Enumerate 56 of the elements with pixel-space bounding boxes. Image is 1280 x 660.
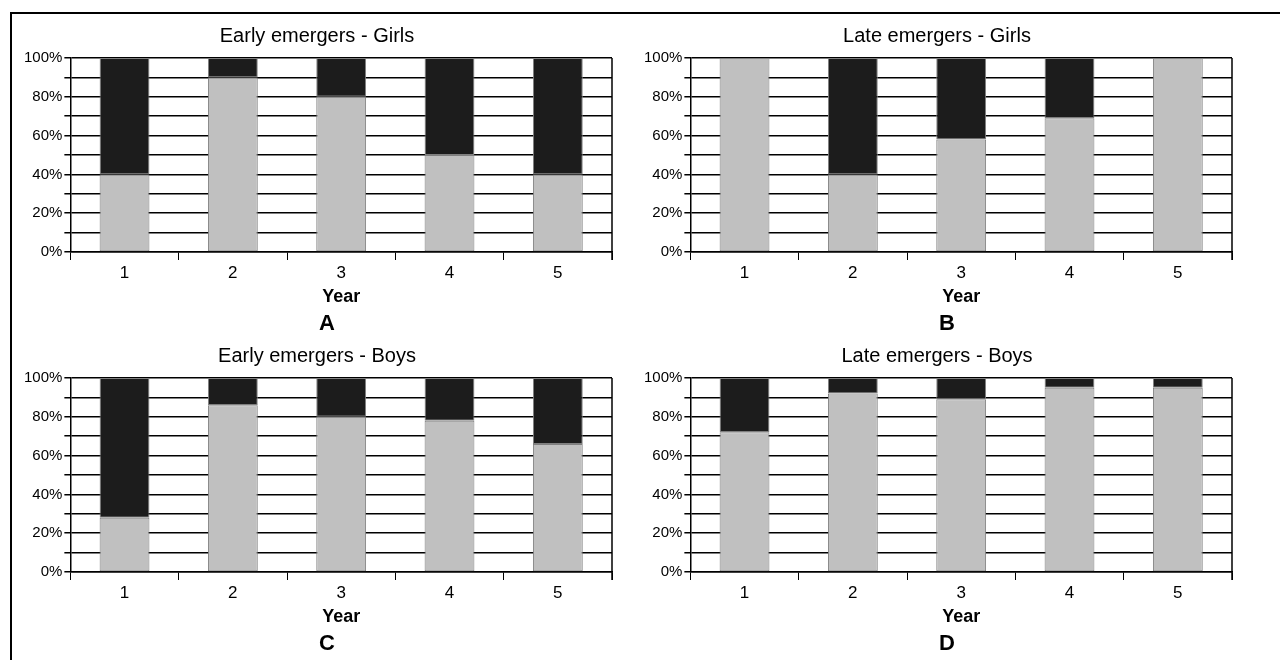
y-tick-label: 20%: [32, 523, 63, 541]
x-tick-label: 1: [119, 582, 130, 602]
y-tick-label: 20%: [652, 203, 683, 221]
x-tick-label: 4: [1064, 262, 1075, 282]
x-tick-label: 1: [739, 582, 750, 602]
chart-title: Early emergers - Boys: [218, 343, 416, 366]
x-tick-label: 4: [444, 262, 455, 282]
x-tick-label: 5: [1173, 262, 1183, 282]
x-tick-label: 4: [444, 582, 455, 602]
y-tick-label: 100%: [643, 48, 683, 66]
x-tick-label: 5: [553, 262, 563, 282]
chart-title: Late emergers - Girls: [843, 23, 1031, 46]
text: B: [938, 310, 956, 336]
x-tick-label: 5: [553, 582, 563, 602]
chart-title: Late emergers - Boys: [841, 343, 1033, 366]
y-tick-label: 80%: [32, 86, 63, 104]
x-axis-title: Year: [942, 606, 981, 627]
y-tick-label: 40%: [32, 164, 63, 182]
x-tick-label: 2: [848, 262, 858, 282]
y-tick-label: 40%: [652, 164, 683, 182]
y-tick-label: 60%: [652, 445, 683, 463]
y-tick-label: 80%: [652, 86, 683, 104]
x-tick-label: 1: [119, 262, 130, 282]
y-tick-label: 0%: [660, 242, 683, 260]
x-tick-label: 1: [739, 262, 750, 282]
y-tick-label: 80%: [32, 406, 63, 424]
y-tick-label: 60%: [32, 125, 63, 143]
x-tick-label: 3: [956, 582, 966, 602]
x-tick-label: 3: [336, 582, 346, 602]
x-tick-label: 2: [228, 262, 238, 282]
x-axis-title: Year: [942, 286, 981, 307]
x-tick-label: 3: [336, 262, 346, 282]
y-tick-label: 20%: [32, 203, 63, 221]
x-tick-label: 5: [1173, 582, 1183, 602]
x-tick-label: 2: [848, 582, 858, 602]
y-tick-label: 0%: [660, 562, 683, 580]
x-tick-label: 2: [228, 582, 238, 602]
x-axis-title: Year: [322, 286, 361, 307]
y-tick-label: 40%: [652, 484, 683, 502]
y-tick-label: 0%: [40, 562, 63, 580]
x-tick-label: 4: [1064, 582, 1075, 602]
y-tick-label: 60%: [32, 445, 63, 463]
x-tick-label: 3: [956, 262, 966, 282]
y-tick-label: 40%: [32, 484, 63, 502]
y-tick-label: 100%: [23, 368, 63, 386]
y-tick-label: 20%: [652, 523, 683, 541]
y-tick-label: 100%: [23, 48, 63, 66]
text: A: [318, 310, 336, 336]
text: C: [318, 630, 336, 656]
y-tick-label: 0%: [40, 242, 63, 260]
chart-title: Early emergers - Girls: [219, 23, 415, 46]
y-tick-label: 100%: [643, 368, 683, 386]
x-axis-title: Year: [322, 606, 361, 627]
y-tick-label: 80%: [652, 406, 683, 424]
y-tick-label: 60%: [652, 125, 683, 143]
text: D: [938, 630, 956, 656]
